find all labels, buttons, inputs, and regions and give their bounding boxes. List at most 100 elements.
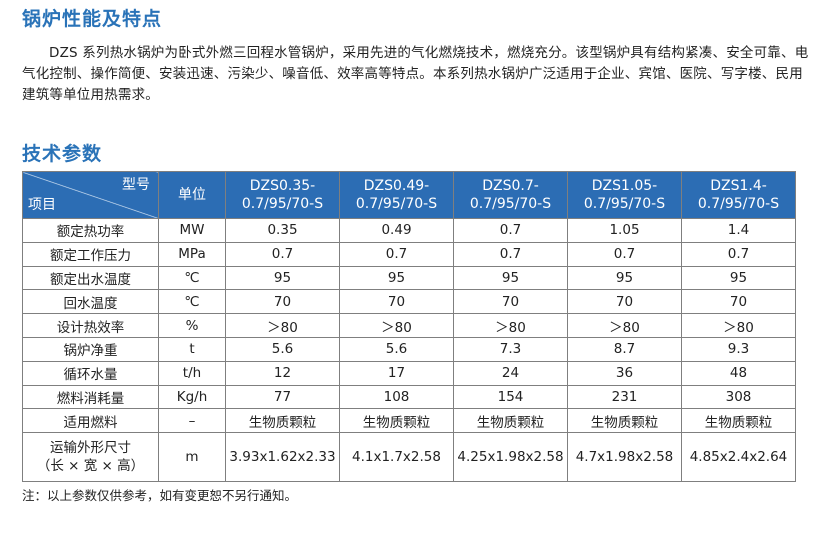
value-cell: 生物质颗粒 (453, 408, 568, 434)
item-cell: 回水温度 (22, 289, 159, 315)
value-cell: 1.4 (681, 218, 796, 243)
table-row: 运输外形尺寸 （长 × 宽 × 高） m 3.93x1.62x2.33 4.1x1… (22, 432, 796, 483)
item-cell: 额定出水温度 (22, 265, 159, 291)
section-title-performance: 锅炉性能及特点 (22, 8, 163, 30)
unit-cell: t (158, 336, 226, 362)
item-cell: 额定工作压力 (22, 241, 159, 267)
table-row: 锅炉净重 t 5.6 5.6 7.3 8.7 9.3 (22, 336, 796, 362)
model-header-line1: DZS1.4- (710, 178, 767, 194)
value-cell: 5.6 (225, 336, 340, 362)
value-cell: 17 (339, 360, 454, 386)
value-cell: 77 (225, 384, 340, 410)
value-cell: 4.7x1.98x2.58 (567, 432, 682, 483)
table-row: 燃料消耗量 Kg/h 77 108 154 231 308 (22, 384, 796, 410)
table-row: 额定工作压力 MPa 0.7 0.7 0.7 0.7 0.7 (22, 241, 796, 267)
value-cell: 70 (339, 289, 454, 315)
unit-cell: Kg/h (158, 384, 226, 410)
value-cell: 70 (681, 289, 796, 315)
value-cell: 0.7 (453, 218, 568, 243)
unit-cell: % (158, 313, 226, 338)
value-cell: ＞80 (225, 313, 340, 338)
value-cell: 生物质颗粒 (339, 408, 454, 434)
value-cell: 308 (681, 384, 796, 410)
value-cell: 231 (567, 384, 682, 410)
value-cell: 70 (453, 289, 568, 315)
value-cell: 0.7 (453, 241, 568, 267)
intro-paragraph: DZS 系列热水锅炉为卧式外燃三回程水管锅炉，采用先进的气化燃烧技术，燃烧充分。… (22, 45, 809, 103)
section-title-specs: 技术参数 (22, 143, 103, 165)
value-cell: 108 (339, 384, 454, 410)
value-cell: 4.85x2.4x2.64 (681, 432, 796, 483)
footnote: 注：以上参数仅供参考，如有变更恕不另行通知。 (22, 488, 298, 503)
unit-header: 单位 (158, 171, 226, 219)
model-header-line2: 0.7/95/70-S (469, 196, 552, 212)
value-cell: 5.6 (339, 336, 454, 362)
table-row: 回水温度 ℃ 70 70 70 70 70 (22, 289, 796, 315)
table-header-row: 型号 项目 单位 DZS0.35- 0.7/95/70-S DZS0.49- 0.7… (22, 171, 796, 219)
unit-cell: – (158, 408, 226, 434)
value-cell: 0.49 (339, 218, 454, 243)
unit-cell: MPa (158, 241, 226, 267)
value-cell: 0.7 (567, 241, 682, 267)
table-row: 循环水量 t/h 12 17 24 36 48 (22, 360, 796, 386)
size-item-line1: 运输外形尺寸 (50, 440, 131, 457)
model-header-line1: DZS0.35- (249, 178, 316, 194)
item-cell: 锅炉净重 (22, 336, 159, 362)
value-cell: 生物质颗粒 (681, 408, 796, 434)
table-row: 额定热功率 MW 0.35 0.49 0.7 1.05 1.4 (22, 218, 796, 243)
item-cell: 设计热效率 (22, 313, 159, 338)
unit-cell: ℃ (158, 289, 226, 315)
value-cell: 95 (681, 265, 796, 291)
unit-cell: t/h (158, 360, 226, 386)
item-cell: 燃料消耗量 (22, 384, 159, 410)
spec-table: 型号 项目 单位 DZS0.35- 0.7/95/70-S DZS0.49- 0.7… (22, 171, 796, 483)
value-cell: 12 (225, 360, 340, 386)
value-cell: 95 (453, 265, 568, 291)
item-cell: 额定热功率 (22, 218, 159, 243)
value-cell: 3.93x1.62x2.33 (225, 432, 340, 483)
corner-model-label: 型号 (122, 177, 150, 193)
value-cell: ＞80 (681, 313, 796, 338)
value-cell: 1.05 (567, 218, 682, 243)
corner-header-cell: 型号 项目 (22, 171, 159, 219)
model-header-line2: 0.7/95/70-S (241, 196, 324, 212)
value-cell: 7.3 (453, 336, 568, 362)
model-header-line1: DZS0.49- (363, 178, 430, 194)
model-header-line2: 0.7/95/70-S (697, 196, 780, 212)
table-row: 设计热效率 % ＞80 ＞80 ＞80 ＞80 ＞80 (22, 313, 796, 338)
value-cell: 95 (567, 265, 682, 291)
value-cell: 8.7 (567, 336, 682, 362)
corner-item-label: 项目 (28, 197, 56, 213)
table-row: 适用燃料 – 生物质颗粒 生物质颗粒 生物质颗粒 生物质颗粒 生物质颗粒 (22, 408, 796, 434)
model-header-line2: 0.7/95/70-S (355, 196, 438, 212)
model-header: DZS0.7- 0.7/95/70-S (453, 171, 568, 219)
model-header: DZS0.35- 0.7/95/70-S (225, 171, 340, 219)
value-cell: 4.25x1.98x2.58 (453, 432, 568, 483)
size-item-line2: （长 × 宽 × 高） (36, 458, 145, 475)
unit-cell: m (158, 432, 226, 483)
value-cell: 154 (453, 384, 568, 410)
model-header-line1: DZS1.05- (591, 178, 658, 194)
value-cell: 36 (567, 360, 682, 386)
value-cell: 0.35 (225, 218, 340, 243)
value-cell: 95 (339, 265, 454, 291)
value-cell: 95 (225, 265, 340, 291)
model-header: DZS1.05- 0.7/95/70-S (567, 171, 682, 219)
value-cell: ＞80 (339, 313, 454, 338)
value-cell: 0.7 (681, 241, 796, 267)
value-cell: 4.1x1.7x2.58 (339, 432, 454, 483)
unit-cell: MW (158, 218, 226, 243)
model-header-line1: DZS0.7- (482, 178, 539, 194)
value-cell: 生物质颗粒 (567, 408, 682, 434)
unit-cell: ℃ (158, 265, 226, 291)
value-cell: 生物质颗粒 (225, 408, 340, 434)
value-cell: 48 (681, 360, 796, 386)
item-cell: 运输外形尺寸 （长 × 宽 × 高） (22, 432, 159, 483)
item-cell: 适用燃料 (22, 408, 159, 434)
value-cell: 70 (225, 289, 340, 315)
value-cell: ＞80 (453, 313, 568, 338)
value-cell: 24 (453, 360, 568, 386)
item-cell: 循环水量 (22, 360, 159, 386)
value-cell: 9.3 (681, 336, 796, 362)
table-row: 额定出水温度 ℃ 95 95 95 95 95 (22, 265, 796, 291)
